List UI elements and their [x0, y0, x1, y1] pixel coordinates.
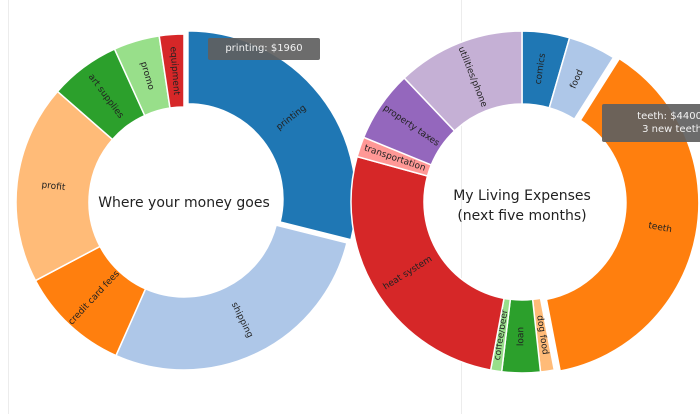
slice-shipping[interactable]: [114, 224, 348, 371]
chart-center-title-2: (next five months): [457, 208, 586, 224]
teeth-tooltip-line-2: 3 new teeth: [642, 124, 700, 135]
teeth-tooltip: teeth: $4400 3 new teeth: [602, 104, 700, 142]
slice-heat-system[interactable]: [350, 155, 505, 371]
slice-equipment[interactable]: [158, 33, 185, 109]
printing-tooltip: printing: $1960: [208, 38, 320, 60]
chart-center-title-1: Where your money goes: [98, 195, 270, 211]
slice-label-profit: profit: [41, 180, 66, 193]
slice-label-loan: loan: [516, 327, 526, 346]
teeth-tooltip-line-1: teeth: $4400: [637, 111, 700, 122]
slice-label-equipment: equipment: [167, 46, 181, 96]
slice-label-comics: comics: [534, 52, 548, 85]
slice-label-teeth: teeth: [647, 221, 672, 235]
slice-food[interactable]: [548, 36, 615, 121]
chart-center-title-1: My Living Expenses: [453, 188, 591, 204]
printing-tooltip-text: printing: $1960: [225, 43, 303, 54]
left-edge-separator: [8, 0, 9, 414]
middle-separator: [461, 0, 462, 414]
slice-utilities-phone[interactable]: [403, 30, 523, 133]
